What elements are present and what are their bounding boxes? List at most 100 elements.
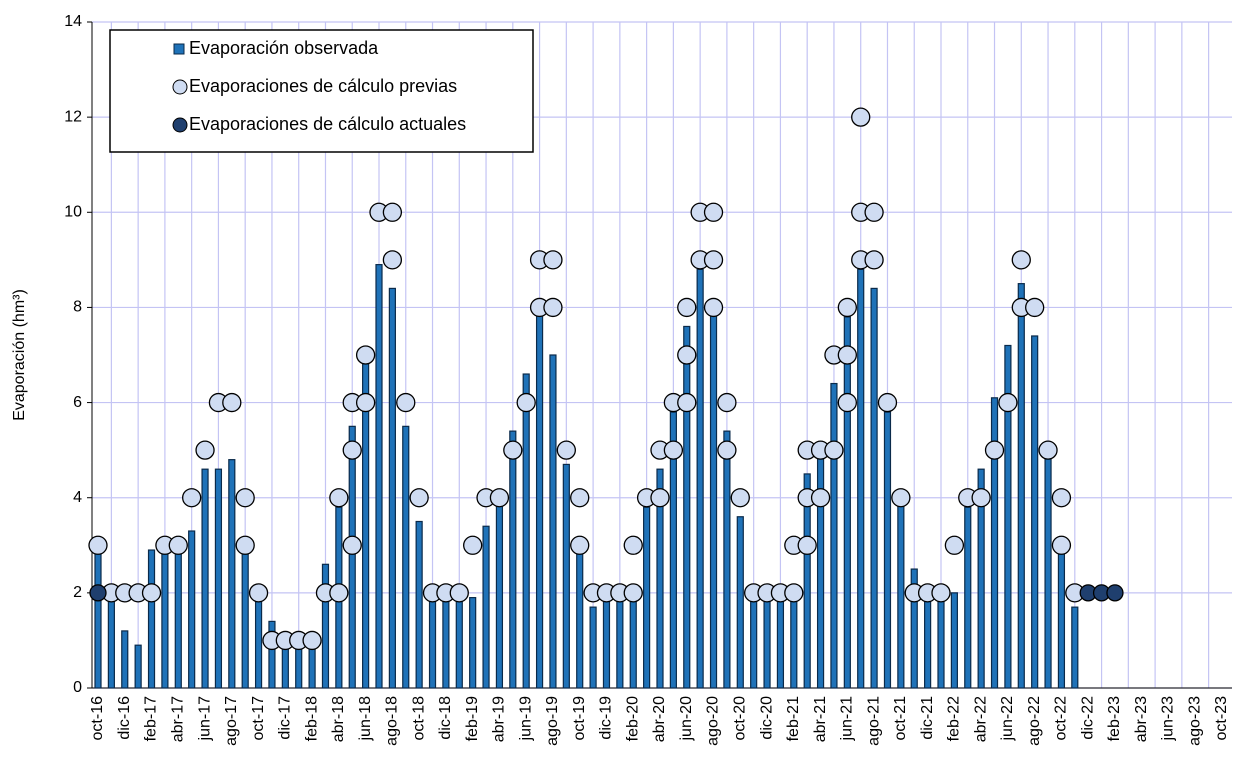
previous-point (342, 440, 362, 460)
bar (1031, 335, 1039, 689)
bar (442, 597, 450, 689)
x-tick-label: feb-20 (624, 696, 641, 741)
previous-point (489, 488, 510, 508)
previous-point (570, 488, 590, 508)
bar (937, 597, 945, 689)
previous-point (864, 202, 884, 222)
previous-point (677, 297, 697, 318)
bar (188, 530, 196, 689)
previous-point (623, 583, 643, 603)
x-tick-label: ago-23 (1186, 696, 1203, 746)
previous-point (222, 392, 242, 413)
bar (455, 597, 463, 689)
bar (576, 549, 584, 689)
previous-point (195, 440, 215, 460)
x-tick-label: dic-17 (277, 696, 294, 740)
previous-point (717, 392, 737, 413)
legend-swatch (172, 79, 188, 95)
x-tick-label: jun-23 (1160, 696, 1177, 742)
previous-point (891, 488, 911, 508)
x-tick-label: oct-19 (571, 696, 588, 741)
bar (348, 425, 356, 689)
previous-point (851, 107, 871, 127)
previous-point (463, 535, 483, 555)
x-tick-label: abr-17 (170, 696, 187, 742)
bar (1004, 344, 1012, 689)
x-tick-label: ago-19 (544, 696, 561, 746)
previous-point (1051, 535, 1072, 555)
previous-point (810, 488, 831, 508)
previous-point (703, 202, 724, 222)
previous-point (329, 488, 349, 508)
y-tick-label: 12 (64, 108, 82, 125)
y-tick-label: 8 (73, 299, 82, 316)
bar (977, 468, 985, 689)
x-tick-label: oct-22 (1053, 696, 1070, 741)
x-tick-label: abr-18 (330, 696, 347, 742)
x-tick-label: ago-17 (223, 696, 240, 746)
previous-point (342, 535, 362, 555)
previous-point (141, 583, 162, 603)
legend-swatch (173, 43, 185, 55)
previous-point (556, 440, 576, 460)
bar (549, 354, 557, 689)
previous-point (329, 583, 349, 603)
previous-point (837, 345, 857, 365)
previous-point (944, 535, 965, 555)
x-tick-label: feb-18 (303, 696, 320, 741)
x-tick-label: jun-22 (999, 696, 1016, 742)
legend-label: Evaporaciones de cálculo actuales (189, 114, 466, 134)
previous-point (182, 488, 202, 508)
x-tick-label: abr-19 (491, 696, 508, 742)
bar (107, 592, 115, 689)
bar (709, 311, 718, 689)
bar (174, 549, 182, 689)
bar (736, 516, 744, 689)
current-point (1106, 584, 1124, 602)
previous-point (1025, 297, 1045, 318)
bar (402, 425, 410, 689)
bar (843, 316, 851, 689)
x-tick-label: dic-20 (758, 696, 775, 740)
previous-point (824, 440, 844, 460)
x-tick-label: jun-18 (357, 696, 374, 742)
x-tick-label: ago-18 (384, 696, 401, 746)
bar (857, 268, 865, 689)
previous-point (543, 297, 563, 318)
bar (656, 468, 664, 689)
legend-label: Evaporación observada (189, 38, 379, 58)
previous-point (1038, 440, 1058, 460)
bar (535, 311, 544, 689)
previous-point (382, 250, 403, 270)
bar (562, 463, 570, 689)
bar (469, 597, 477, 689)
bar (495, 501, 504, 689)
previous-point (382, 202, 403, 222)
previous-point (877, 392, 898, 413)
previous-point (717, 440, 737, 460)
bar (509, 430, 517, 689)
bar (763, 597, 771, 689)
bar (268, 620, 276, 689)
previous-point (663, 440, 684, 460)
x-tick-label: feb-17 (143, 696, 160, 741)
previous-point (998, 392, 1018, 413)
x-tick-label: abr-21 (812, 696, 829, 742)
x-tick-label: jun-17 (196, 696, 213, 742)
x-tick-label: oct-18 (410, 696, 427, 741)
previous-point (971, 488, 991, 508)
y-tick-label: 2 (73, 584, 82, 601)
x-tick-label: jun-21 (839, 696, 856, 742)
previous-point (302, 630, 322, 651)
bar (803, 473, 811, 689)
previous-point (650, 488, 670, 508)
previous-point (837, 392, 857, 413)
x-tick-label: abr-20 (651, 696, 668, 742)
bar (897, 501, 905, 689)
x-tick-label: dic-18 (437, 696, 454, 740)
current-point (89, 584, 107, 602)
x-tick-label: dic-19 (598, 696, 615, 740)
previous-point (837, 297, 857, 318)
previous-point (784, 583, 804, 603)
previous-point (88, 535, 108, 555)
